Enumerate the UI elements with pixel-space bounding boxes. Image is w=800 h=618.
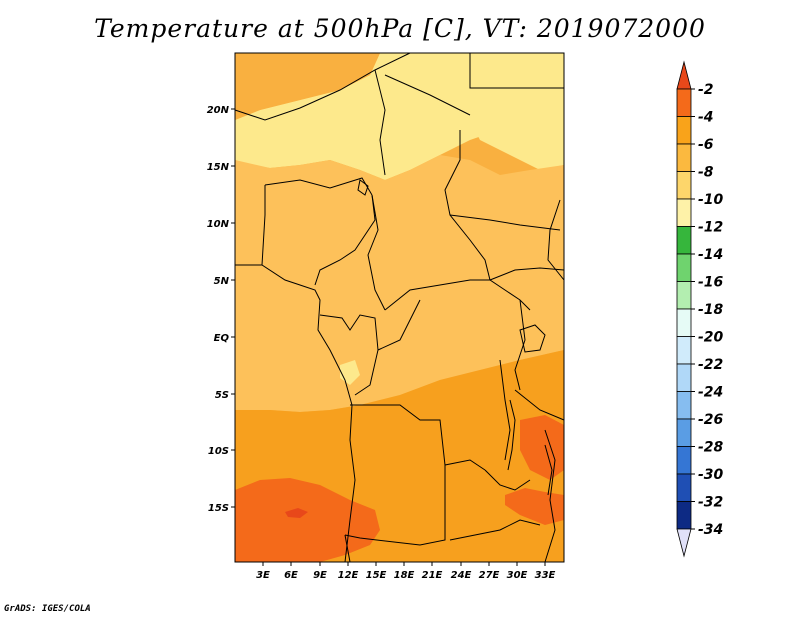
lon-label-12e: 12E	[338, 570, 359, 581]
colorbar-box	[676, 171, 692, 200]
lat-label-15s: 15S	[208, 503, 229, 514]
country-borders	[234, 52, 565, 563]
border-tanzania	[514, 389, 565, 421]
lon-label-9e: 9E	[313, 570, 327, 581]
colorbar-box	[676, 446, 692, 475]
lat-label-15n: 15N	[207, 162, 230, 173]
field-orange-north	[235, 53, 380, 120]
field-red-orange-southwest	[235, 478, 380, 562]
colorbar-box	[676, 501, 692, 530]
lon-label-3e: 3E	[256, 570, 270, 581]
lat-label-10n: 10N	[207, 219, 230, 230]
border-cameroon-chad	[367, 194, 386, 311]
lon-label-30e: 30E	[507, 570, 528, 581]
colorbar-box	[676, 391, 692, 420]
lon-label-33e: 33E	[535, 570, 556, 581]
lake-chad	[357, 179, 369, 196]
colorbar-bottom-arrow	[676, 528, 692, 558]
chart-title: Temperature at 500hPa [C], VT: 201907200…	[94, 14, 706, 43]
lake-tanganyika	[507, 399, 516, 471]
colorbar-box	[676, 336, 692, 365]
field-light-yellow-east	[470, 53, 564, 170]
colorbar-label: -26	[698, 412, 724, 428]
lat-label-20n: 20N	[207, 105, 230, 116]
border-benin-nigeria	[261, 185, 266, 266]
border-congo-drc	[377, 299, 421, 351]
lon-label-27e: 27E	[479, 570, 500, 581]
lat-label-eq: EQ	[214, 333, 230, 344]
border-namibia	[344, 534, 351, 563]
colorbar-label: -24	[698, 385, 723, 401]
field-red-orange-southeast	[520, 415, 564, 480]
lake-malawi	[544, 444, 553, 496]
border-ethiopia	[547, 199, 565, 281]
field-red-southwest-spot	[285, 508, 308, 518]
border-nigeria-cameroon	[314, 194, 376, 286]
colorbar-box	[676, 226, 692, 255]
colorbar-label: -14	[698, 247, 723, 263]
border-angola-zambia	[344, 465, 446, 546]
colorbar-label: -2	[698, 82, 714, 98]
colorbar-box	[676, 308, 692, 337]
field-red-orange-southeast-2	[505, 488, 564, 525]
border-libya-chad	[384, 74, 471, 116]
colorbar-label: -34	[698, 522, 723, 538]
field-light-patch-gabon	[340, 360, 360, 385]
border-niger-algeria	[234, 52, 411, 121]
lat-label-5n: 5N	[214, 276, 230, 287]
lat-label-5s: 5S	[215, 390, 229, 401]
colorbar-box	[676, 281, 692, 310]
colorbar-label: -6	[698, 137, 714, 153]
lake-victoria	[519, 324, 546, 353]
border-mozambique	[544, 429, 556, 563]
colorbar-box	[676, 363, 692, 392]
colorbar-box	[676, 418, 692, 447]
lon-label-6e: 6E	[284, 570, 298, 581]
colorbar-label: -8	[698, 165, 714, 181]
colorbar-label: -16	[698, 275, 724, 291]
colorbar-label: -30	[698, 467, 724, 483]
colorbar-label: -10	[698, 192, 724, 208]
lon-label-15e: 15E	[366, 570, 387, 581]
border-zambia-drc	[484, 469, 531, 491]
border-libya-niger	[374, 69, 386, 176]
map-panel	[234, 52, 565, 563]
border-drc-angola	[350, 404, 486, 471]
lat-label-10s: 10S	[208, 446, 229, 457]
colorbar-label: -32	[698, 495, 723, 511]
lon-label-24e: 24E	[451, 570, 472, 581]
border-south-sudan	[489, 267, 565, 281]
colorbar-box	[676, 253, 692, 282]
border-egypt-sudan	[469, 53, 564, 89]
border-zambia-zimbabwe	[449, 519, 541, 541]
colorbar-box	[676, 116, 692, 145]
lon-label-18e: 18E	[394, 570, 415, 581]
border-sudan-south-sudan	[449, 214, 561, 231]
temperature-fields	[235, 53, 564, 562]
colorbar-label: -22	[698, 357, 723, 373]
colorbar-label: -28	[698, 440, 724, 456]
lat-axis: 20N 15N 10N 5N EQ 5S 10S 15S	[207, 105, 235, 514]
border-coastline-west	[235, 264, 356, 563]
colorbar-label: -4	[698, 110, 714, 126]
grads-credit: GrADS: IGES/COLA	[4, 604, 91, 614]
lon-label-21e: 21E	[422, 570, 443, 581]
colorbar-label: -18	[698, 302, 724, 318]
border-uganda-kenya	[514, 299, 526, 391]
colorbar-top-arrow	[676, 60, 692, 90]
colorbar: -2 -4 -6 -8 -10 -12 -14 -16 -18 -20 -22 -24 -26 -28 -3…	[676, 60, 724, 558]
colorbar-label: -12	[698, 220, 723, 236]
colorbar-label: -20	[698, 330, 724, 346]
lon-axis: 3E 6E 9E 12E 15E 18E 21E 24E 27E 30E 33E	[256, 562, 556, 581]
colorbar-box	[676, 473, 692, 502]
colorbar-box	[676, 88, 692, 117]
border-drc-east	[499, 359, 511, 461]
map-frame	[234, 52, 565, 563]
colorbar-box	[676, 143, 692, 172]
colorbar-box	[676, 198, 692, 227]
border-gabon-congo	[319, 314, 379, 396]
